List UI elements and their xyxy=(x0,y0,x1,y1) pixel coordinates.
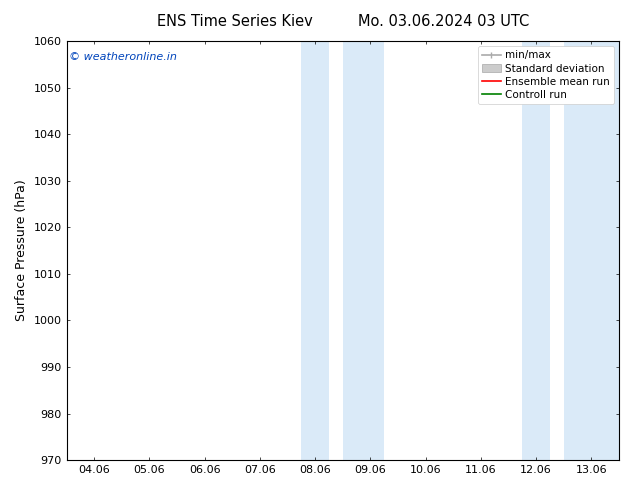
Bar xyxy=(564,41,619,460)
Text: © weatheronline.in: © weatheronline.in xyxy=(69,51,177,62)
Text: ENS Time Series Kiev: ENS Time Series Kiev xyxy=(157,14,313,29)
Legend: min/max, Standard deviation, Ensemble mean run, Controll run: min/max, Standard deviation, Ensemble me… xyxy=(478,46,614,104)
Bar xyxy=(522,41,550,460)
Y-axis label: Surface Pressure (hPa): Surface Pressure (hPa) xyxy=(15,180,28,321)
Text: Mo. 03.06.2024 03 UTC: Mo. 03.06.2024 03 UTC xyxy=(358,14,529,29)
Bar xyxy=(301,41,329,460)
Bar xyxy=(343,41,384,460)
